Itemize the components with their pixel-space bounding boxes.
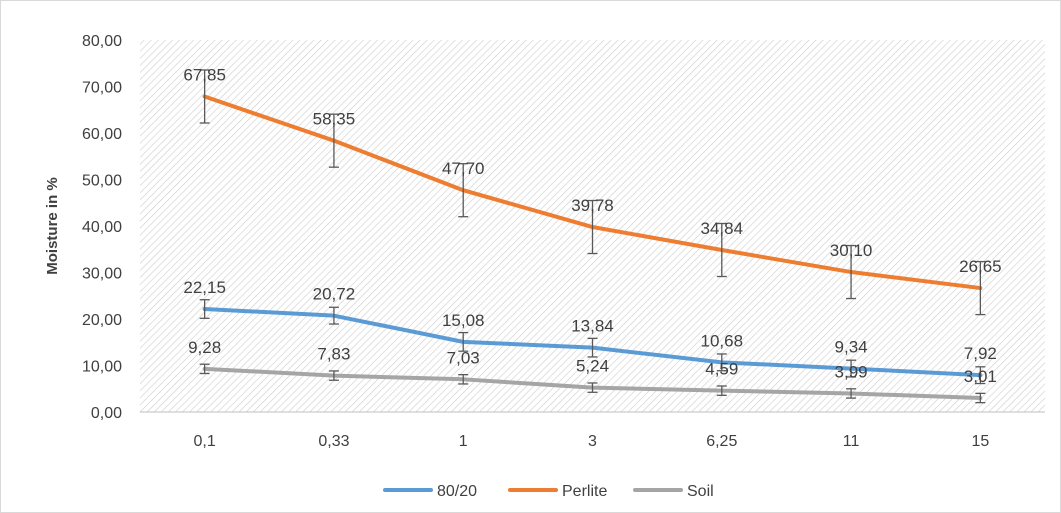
x-axis-ticks: 0,1 0,33 1 3 6,25 11 15	[140, 411, 1045, 450]
y-tick-label: 40,00	[82, 219, 122, 236]
x-tick-label: 0,1	[194, 433, 216, 450]
error-bar-80-20	[458, 331, 469, 352]
data-label-perlite: 47,70	[442, 159, 485, 178]
data-label-80-20: 20,72	[313, 285, 356, 304]
error-bar-perlite	[975, 260, 986, 316]
data-label-soil: 3,99	[835, 362, 868, 381]
data-label-80-20: 9,34	[835, 338, 868, 357]
data-label-perlite: 58,35	[313, 110, 356, 129]
y-tick-label: 60,00	[82, 126, 122, 143]
data-label-soil: 7,03	[447, 348, 480, 367]
data-label-soil: 9,28	[188, 338, 221, 357]
y-tick-label: 10,00	[82, 359, 122, 376]
legend-item-soil: Soil	[633, 483, 714, 500]
error-bar-soil	[458, 374, 469, 385]
y-axis-label: Moisture in %	[44, 177, 61, 275]
y-tick-label: 30,00	[82, 266, 122, 283]
error-bar-soil	[716, 385, 727, 396]
legend-label: Perlite	[562, 483, 607, 500]
data-label-80-20: 10,68	[701, 331, 744, 350]
data-label-soil: 7,83	[317, 345, 350, 364]
y-tick-label: 0,00	[91, 405, 122, 422]
x-tick-label: 0,33	[318, 433, 349, 450]
data-label-soil: 3,01	[964, 367, 997, 386]
error-bar-soil	[846, 388, 857, 399]
error-bar-80-20	[587, 337, 598, 358]
error-bar-soil	[328, 370, 339, 381]
y-tick-label: 80,00	[82, 33, 122, 50]
error-bar-perlite	[199, 69, 210, 124]
x-tick-label: 6,25	[706, 433, 737, 450]
data-label-soil: 4,59	[705, 360, 738, 379]
legend-label: 80/20	[437, 483, 477, 500]
series-group	[199, 69, 986, 404]
data-label-soil: 5,24	[576, 357, 609, 376]
y-tick-label: 70,00	[82, 80, 122, 97]
data-label-perlite: 67,85	[183, 65, 226, 84]
data-label-perlite: 34,84	[701, 219, 744, 238]
error-bar-80-20	[716, 353, 727, 372]
error-bar-80-20	[975, 366, 986, 385]
y-tick-label: 50,00	[82, 173, 122, 190]
error-bar-perlite	[716, 222, 727, 278]
error-bar-80-20	[846, 359, 857, 378]
error-bar-80-20	[328, 306, 339, 325]
data-label-80-20: 7,92	[964, 344, 997, 363]
x-tick-label: 1	[459, 433, 468, 450]
data-label-80-20: 13,84	[571, 317, 614, 336]
error-bar-80-20	[199, 299, 210, 319]
error-bar-soil	[199, 363, 210, 375]
legend-item-perlite: Perlite	[508, 483, 607, 500]
error-bar-soil	[975, 392, 986, 404]
error-bar-soil	[587, 382, 598, 393]
error-bar-perlite	[846, 244, 857, 300]
data-labels-group: 22,15 20,72 15,08 13,84 10,68 9,34 7,92 67,85 58…	[183, 65, 1001, 386]
data-label-perlite: 39,78	[571, 196, 614, 215]
data-label-80-20: 22,15	[183, 278, 226, 297]
error-bar-perlite	[328, 113, 339, 168]
legend: 80/20 Perlite Soil	[383, 483, 714, 500]
x-tick-label: 15	[971, 433, 989, 450]
y-axis-ticks: 0,00 10,00 20,00 30,00 40,00 50,00 60,00 70,00 8…	[82, 33, 122, 422]
error-bar-perlite	[458, 163, 469, 218]
error-bar-perlite	[587, 199, 598, 255]
x-tick-label: 3	[588, 433, 597, 450]
legend-item-80-20: 80/20	[383, 483, 477, 500]
data-label-80-20: 15,08	[442, 311, 485, 330]
data-label-perlite: 30,10	[830, 241, 873, 260]
data-label-perlite: 26,65	[959, 257, 1002, 276]
y-tick-label: 20,00	[82, 312, 122, 329]
legend-label: Soil	[687, 483, 714, 500]
x-tick-label: 11	[843, 433, 860, 450]
